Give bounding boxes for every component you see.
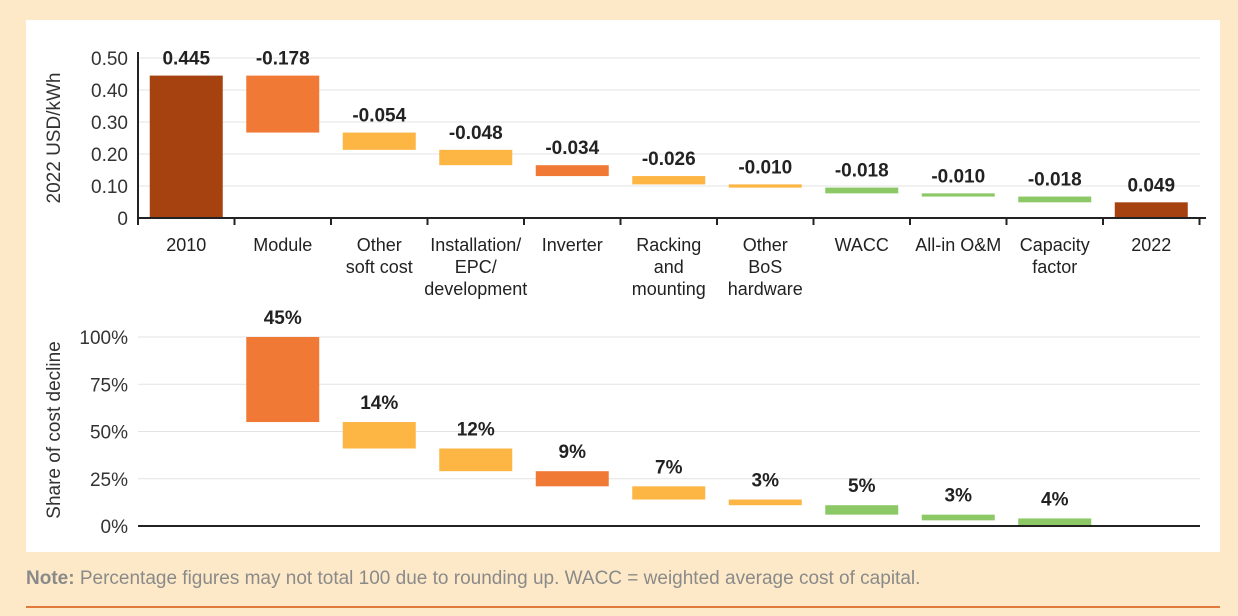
note-divider [26, 606, 1220, 608]
y-axis-label: Share of cost decline [44, 341, 65, 518]
bar-value-label: 0.445 [162, 49, 210, 70]
y-tick-label: 75% [90, 375, 128, 396]
bar-value-label: -0.010 [931, 166, 985, 187]
y-tick-label: 50% [90, 423, 128, 444]
bar-value-label: -0.018 [835, 161, 889, 182]
bar-value-label: -0.010 [738, 157, 792, 178]
category-label: development [424, 279, 527, 299]
y-tick-label: 0% [101, 517, 129, 538]
category-label: and [654, 257, 684, 277]
bar [342, 422, 416, 449]
bar-value-label: -0.054 [352, 106, 406, 127]
bar [632, 486, 706, 500]
bar [439, 448, 513, 472]
category-label: EPC/ [455, 257, 497, 277]
bar [728, 499, 802, 506]
bar [825, 505, 899, 515]
bar-value-label: -0.018 [1028, 170, 1082, 191]
category-label: Module [253, 235, 312, 255]
category-label: 2010 [166, 235, 206, 255]
y-tick-label: 100% [79, 328, 128, 349]
bar [1114, 202, 1188, 218]
bar [1018, 196, 1092, 203]
bar [921, 193, 995, 197]
bar-value-label: 7% [655, 457, 683, 478]
bar-value-label: -0.048 [449, 123, 503, 144]
note-label: Note: [26, 568, 75, 589]
bar-value-label: -0.026 [642, 149, 696, 170]
note: Note: Percentage figures may not total 1… [26, 568, 920, 590]
bar [342, 132, 416, 150]
y-tick-label: 0.30 [91, 113, 128, 134]
category-label: All-in O&M [915, 235, 1001, 255]
category-label: Other [357, 235, 402, 255]
bar-value-label: 5% [848, 476, 876, 497]
category-label: 2022 [1131, 235, 1171, 255]
bar-value-label: 9% [559, 442, 587, 463]
bar [535, 471, 609, 487]
category-label: WACC [835, 235, 889, 255]
y-tick-label: 0.50 [91, 49, 128, 70]
bar-value-label: -0.034 [545, 138, 599, 159]
bar-value-label: 14% [360, 393, 398, 414]
category-label: factor [1032, 257, 1077, 277]
bar-value-label: 45% [264, 308, 302, 329]
bar [439, 149, 513, 166]
y-tick-label: 0.40 [91, 81, 128, 102]
bar [1018, 518, 1092, 526]
waterfall-charts: 0 0.10 0.20 0.30 0.40 0.50 2022 USD/kWh 0.445 -0… [44, 49, 1206, 538]
bar-value-label: 12% [457, 420, 495, 441]
bar [921, 514, 995, 521]
bar [728, 184, 802, 188]
bar-value-label: 0.049 [1127, 175, 1175, 196]
y-tick-label: 0.20 [91, 145, 128, 166]
bar-value-label: 3% [945, 486, 973, 507]
y-tick-label: 0.10 [91, 177, 128, 198]
category-label: Racking [636, 235, 701, 255]
bar [632, 176, 706, 185]
category-label: Inverter [542, 235, 603, 255]
bar [246, 337, 320, 423]
bar-value-label: 4% [1041, 489, 1069, 510]
bar [825, 187, 899, 194]
y-tick-label: 25% [90, 470, 128, 491]
category-label: Capacity [1020, 235, 1090, 255]
bar [149, 75, 223, 218]
category-label: hardware [728, 279, 803, 299]
category-label: BoS [748, 257, 782, 277]
category-label: Other [743, 235, 788, 255]
category-label: soft cost [346, 257, 413, 277]
bar-value-label: -0.178 [256, 49, 310, 70]
note-text: Percentage figures may not total 100 due… [74, 568, 921, 589]
bar-value-label: 3% [752, 471, 780, 492]
bar [246, 75, 320, 133]
y-tick-label: 0 [117, 209, 128, 230]
chart-panel: 0 0.10 0.20 0.30 0.40 0.50 2022 USD/kWh 0.445 -0… [26, 20, 1220, 552]
bar [535, 165, 609, 177]
y-axis-label: 2022 USD/kWh [44, 73, 65, 204]
category-label: Installation/ [430, 235, 521, 255]
category-label: mounting [632, 279, 706, 299]
